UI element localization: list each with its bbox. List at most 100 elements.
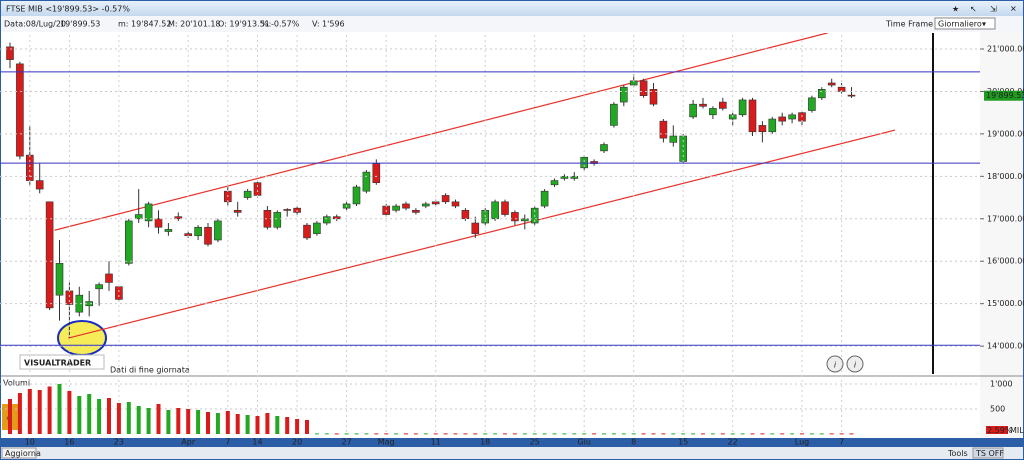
volume-bar (542, 433, 547, 435)
volume-bar (176, 408, 181, 434)
star-icon[interactable]: ★ (952, 5, 959, 14)
volume-bar (47, 386, 52, 434)
refresh[interactable]: Aggiorna (5, 449, 41, 458)
candle-body (6, 46, 14, 60)
candle-body (402, 203, 410, 209)
candle-body (35, 180, 44, 190)
candle-body (421, 203, 430, 207)
volume-bar (651, 433, 656, 435)
info-button[interactable] (846, 355, 864, 373)
ts[interactable]: TS OFF (975, 449, 1004, 458)
interval-select[interactable] (934, 17, 996, 30)
back-icon[interactable]: ↖ (970, 5, 977, 14)
y-tick-label: 15'000.00 (987, 299, 1024, 308)
candle-body (570, 176, 579, 179)
volume-bar (661, 433, 666, 435)
y-tick-label: 19'000.00 (987, 129, 1024, 138)
volume-badge (986, 426, 1008, 434)
candle-body (649, 89, 658, 105)
time-frame: Time Frame (885, 20, 933, 29)
volume-bar (720, 433, 725, 435)
volume-bar (493, 433, 498, 435)
note: Dati di fine giornata (110, 366, 190, 375)
volume-title: Volumi (3, 379, 30, 388)
y-tick-label: 16'000.00 (987, 257, 1024, 266)
close: 19'899.53 (60, 20, 100, 29)
dropdown-arrow[interactable]: ▾ (982, 20, 986, 29)
volume-bar (305, 420, 309, 434)
trendline (54, 33, 828, 231)
info-icon[interactable]: i (834, 361, 837, 370)
candle-body (273, 212, 282, 228)
x-tick-label: 7 (839, 438, 844, 447)
highlight-ellipse (57, 320, 107, 356)
last-price-tag (984, 90, 1023, 101)
volume-bar (780, 433, 785, 435)
volume-bar (671, 433, 676, 435)
volume-bar (631, 433, 636, 435)
x-tick-label: 20 (292, 438, 302, 447)
x-tick-label: Lug (795, 438, 809, 447)
volume-bar (750, 433, 755, 435)
close-icon[interactable]: ✕ (1010, 5, 1017, 14)
pct: -0.57% (271, 20, 300, 29)
volume-bar (384, 433, 389, 435)
candle-body (550, 180, 559, 186)
x-tick-label: 7 (225, 438, 230, 447)
volume-bar (324, 433, 329, 435)
candle-body (313, 222, 321, 234)
volume-bar (809, 433, 814, 435)
candle-body (243, 190, 252, 198)
volume-bar (730, 433, 735, 435)
x-tick-label: Apr (181, 438, 196, 447)
candle-body (303, 224, 311, 239)
volume-bar (196, 410, 201, 434)
interval[interactable]: Giornaliero (938, 20, 982, 29)
candle-body (441, 195, 450, 203)
candle-body (263, 209, 272, 228)
candle-body (491, 201, 499, 220)
volume-bar (146, 408, 151, 434)
volume-bar (136, 406, 141, 434)
info-button[interactable] (826, 355, 844, 373)
volume-bar (206, 412, 210, 434)
title: FTSE MIB <19'899.53> -0.57% (6, 5, 130, 14)
info-icon[interactable]: i (854, 361, 857, 370)
min-icon[interactable]: ⇲ (990, 5, 997, 14)
volume-bar (760, 433, 765, 435)
volume-bar (453, 433, 458, 435)
candle-body (738, 99, 747, 116)
volume-bar (8, 399, 12, 434)
volume-bar (225, 411, 230, 434)
status-bar (1, 447, 1023, 459)
volume-bar (849, 433, 854, 435)
ts-button[interactable] (972, 447, 1004, 459)
candle-body (253, 182, 262, 196)
volume-bar (413, 433, 418, 435)
x-tick-label: 14 (252, 438, 262, 447)
candle-body (164, 229, 173, 232)
volume-bar (819, 433, 824, 435)
candle-body (154, 218, 163, 228)
volume-unit: MIL (1010, 426, 1024, 435)
candle-body (125, 220, 133, 264)
candle-body (709, 108, 717, 116)
tools[interactable]: Tools (947, 449, 968, 458)
volume-bar (314, 433, 319, 435)
candle-body (511, 212, 519, 222)
candle-body (788, 114, 796, 120)
open: O: 19'913.51 (218, 20, 270, 29)
max: M: 20'101.18 (168, 20, 221, 29)
volume-bar (611, 433, 616, 435)
side-tab-arrow[interactable]: › (6, 414, 9, 423)
volume-bar (522, 433, 527, 435)
refresh-button[interactable] (1, 447, 37, 459)
candle-body (451, 201, 460, 207)
candle-body (580, 156, 589, 169)
candle-body (214, 220, 222, 241)
candle-body (16, 63, 24, 157)
volume-bar (275, 416, 280, 434)
candle-body (847, 94, 856, 97)
candle-body (461, 209, 470, 220)
candle-body (174, 216, 183, 220)
